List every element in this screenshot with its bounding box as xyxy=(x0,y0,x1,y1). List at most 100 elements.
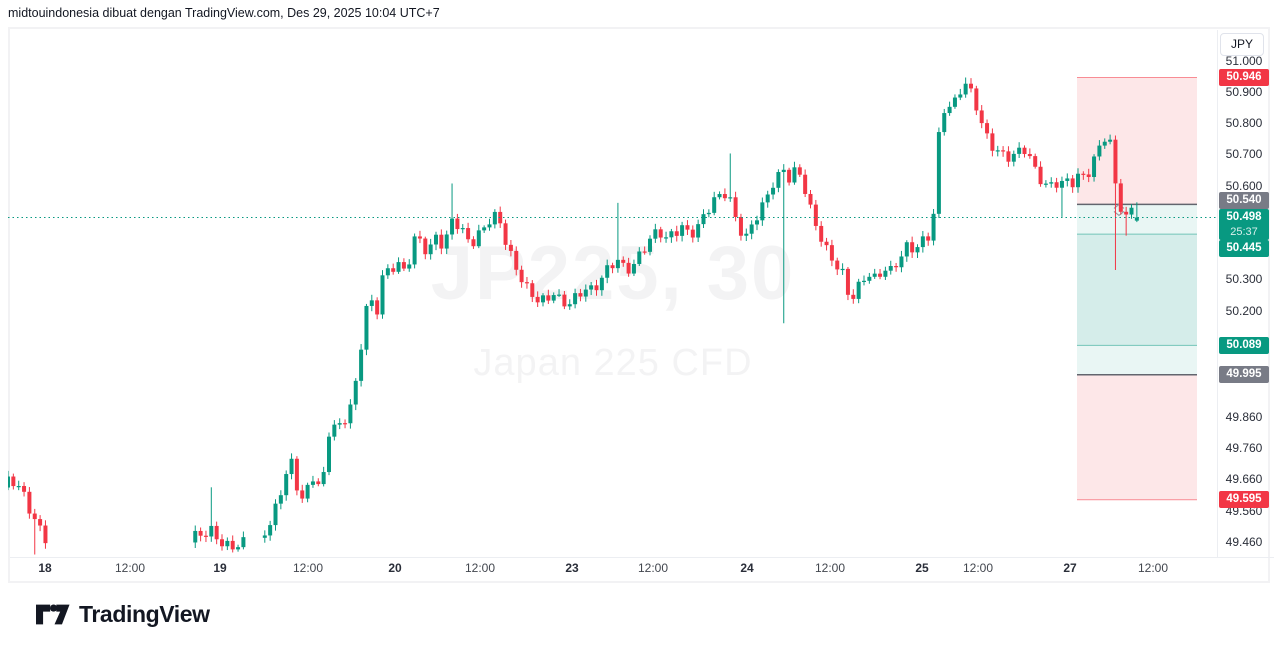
attribution-text: midtouindonesia dibuat dengan TradingVie… xyxy=(8,6,440,20)
current-price-badge: 50.498 25:37 xyxy=(1219,208,1269,240)
candle-body xyxy=(236,547,241,550)
candle-body xyxy=(803,174,808,194)
entry-price-badge: 49.995 xyxy=(1219,366,1269,384)
candle-body xyxy=(899,256,904,268)
candle-body xyxy=(268,525,273,536)
entry-price-badge: 50.540 xyxy=(1219,191,1269,209)
candle-body xyxy=(1001,150,1006,152)
candle-body xyxy=(551,295,556,301)
candle-body xyxy=(444,234,449,249)
time-tick-label: 18 xyxy=(38,561,52,575)
time-tick-label: 19 xyxy=(213,561,227,575)
candle-body xyxy=(605,265,610,278)
candle-body xyxy=(706,212,711,215)
candle-body xyxy=(626,262,631,274)
candle-body xyxy=(503,223,508,245)
candle-body xyxy=(648,238,652,252)
candle-body xyxy=(535,296,540,303)
candle-body xyxy=(664,237,669,239)
tradingview-branding[interactable]: TradingView xyxy=(36,596,210,632)
candle-body xyxy=(1092,156,1097,178)
candle-body xyxy=(498,211,503,224)
candle-body xyxy=(359,349,364,381)
candle-body xyxy=(856,281,861,299)
candle-body xyxy=(198,530,203,536)
candle-body xyxy=(1043,183,1048,185)
candle-body xyxy=(594,285,599,291)
candle-body xyxy=(631,263,636,274)
candle-body xyxy=(1033,156,1038,167)
candlestick-chart xyxy=(8,77,1218,555)
candle-body xyxy=(423,238,428,255)
candle-body xyxy=(610,265,615,269)
stop-price-badge: 50.946 xyxy=(1219,69,1269,86)
time-tick-label: 25 xyxy=(915,561,929,575)
position-profit-zone[interactable] xyxy=(1077,234,1197,375)
candle-body xyxy=(1027,154,1032,157)
candle-body xyxy=(38,519,43,526)
candle-body xyxy=(1049,182,1054,184)
candle-body xyxy=(1124,211,1129,215)
candle-body xyxy=(214,525,219,540)
target-price-badge: 50.089 xyxy=(1219,336,1269,354)
candle-body xyxy=(1070,178,1075,188)
candle-body xyxy=(792,167,797,183)
chart-plot-area[interactable]: JP225, 30 Japan 225 CFD xyxy=(8,30,1218,557)
candle-body xyxy=(813,204,818,226)
tradingview-logo-icon xyxy=(36,603,70,624)
candle-body xyxy=(396,262,401,272)
candle-body xyxy=(808,193,813,205)
candle-body xyxy=(669,231,674,238)
candle-body xyxy=(819,225,824,242)
candle-body xyxy=(230,540,235,550)
candle-body xyxy=(284,474,289,496)
candle-body xyxy=(1102,141,1107,146)
candle-body xyxy=(1022,147,1027,155)
candle-body xyxy=(450,218,455,235)
time-tick-label: 20 xyxy=(388,561,402,575)
candle-body xyxy=(1038,166,1043,185)
candle-body xyxy=(27,491,32,514)
price-tick-label: 49.860 xyxy=(1225,409,1263,424)
candle-body xyxy=(294,458,299,491)
candle-body xyxy=(690,229,695,238)
candle-body xyxy=(835,260,840,270)
candle-body xyxy=(305,484,310,499)
candle-body xyxy=(589,285,594,290)
candle-body xyxy=(952,97,957,107)
candle-body xyxy=(460,228,465,230)
position-stop-zone[interactable] xyxy=(1077,77,1197,205)
candle-body xyxy=(369,300,374,306)
currency-button[interactable]: JPY xyxy=(1220,33,1264,56)
candle-body xyxy=(16,486,21,488)
candle-body xyxy=(653,229,658,239)
price-tick-label: 49.660 xyxy=(1225,472,1263,487)
time-tick-label: 12:00 xyxy=(814,561,846,575)
time-axis[interactable]: 18 12:00 19 12:00 20 12:00 23 12:00 24 12:00 25 12:… xyxy=(8,561,1218,581)
candle-body xyxy=(289,458,294,475)
candle-body xyxy=(717,194,722,198)
candle-body xyxy=(417,236,422,239)
candle-body xyxy=(375,300,380,315)
candle-body xyxy=(920,236,925,248)
position-stop-zone[interactable] xyxy=(1077,374,1197,500)
candle-body xyxy=(32,513,37,520)
candle-body xyxy=(524,282,529,284)
candle-body xyxy=(1011,153,1016,162)
candle-body xyxy=(273,503,278,526)
candle-body xyxy=(685,225,690,230)
candle-body xyxy=(894,266,899,268)
position-profit-zone[interactable] xyxy=(1077,204,1197,346)
candle-body xyxy=(337,423,342,425)
candle-body xyxy=(888,266,893,271)
candle-body xyxy=(1076,173,1080,188)
candle-body xyxy=(578,293,583,297)
candle-body xyxy=(867,276,872,281)
price-axis-separator xyxy=(1217,30,1218,557)
candle-body xyxy=(787,169,792,183)
price-axis[interactable]: JPY 51.000 50.900 50.800 50.700 50.600 50.300… xyxy=(1218,30,1276,557)
candle-body xyxy=(530,283,535,297)
candle-body xyxy=(391,268,396,272)
price-tick-label: 49.460 xyxy=(1225,534,1263,549)
